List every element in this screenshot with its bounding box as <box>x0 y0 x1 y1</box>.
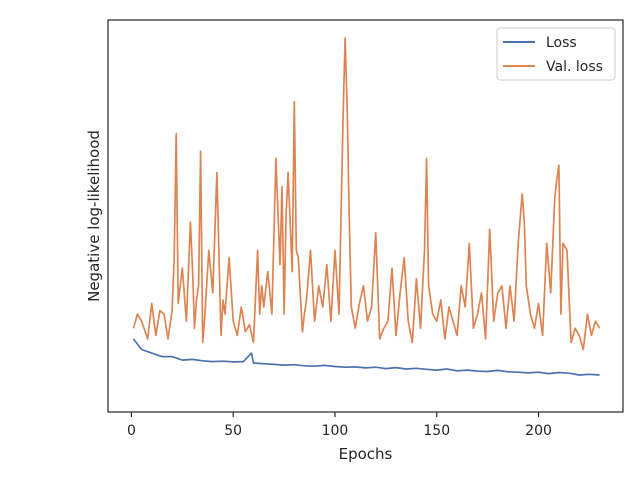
x-axis-label: Epochs <box>339 445 393 463</box>
x-tick-label: 150 <box>423 423 450 439</box>
x-tick-label: 100 <box>322 423 349 439</box>
legend: Loss Val. loss <box>496 27 616 81</box>
series-layer <box>132 37 601 376</box>
y-axis-label: Negative log-likelihood <box>85 130 103 302</box>
x-tick-label: 200 <box>525 423 552 439</box>
x-tick-label: 50 <box>224 423 242 439</box>
plot-frame <box>107 19 624 413</box>
legend-label-val-loss: Val. loss <box>546 59 603 75</box>
series-line-loss <box>132 338 600 376</box>
x-tick-label: 0 <box>127 423 136 439</box>
series-line-val-loss <box>132 37 601 351</box>
x-ticks: 0 50 100 150 200 <box>127 412 552 439</box>
legend-label-loss: Loss <box>546 35 577 51</box>
plot-area <box>108 20 623 412</box>
